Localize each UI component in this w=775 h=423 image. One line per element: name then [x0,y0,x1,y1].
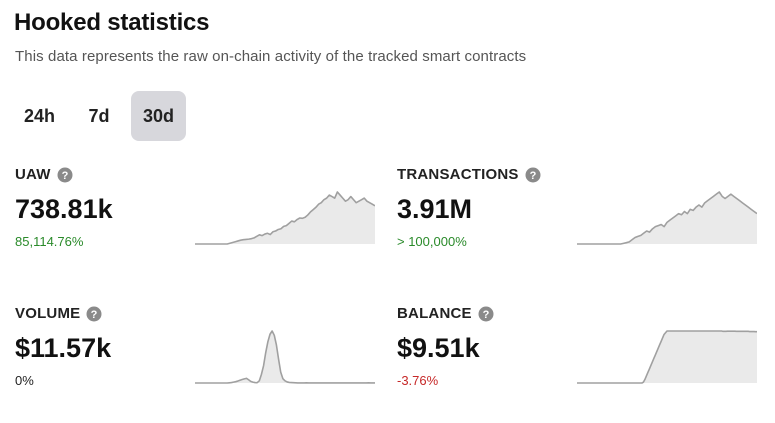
balance-sparkline [577,330,757,384]
metric-value: 3.91M [397,194,473,224]
uaw-sparkline [195,191,375,245]
tab-24h[interactable]: 24h [24,105,56,126]
metric-uaw: UAW ? 738.81k 85,114.76% [15,166,385,266]
help-icon[interactable]: ? [57,167,73,183]
sparkline-area [195,331,375,383]
svg-text:?: ? [529,170,536,182]
help-icon[interactable]: ? [525,167,541,183]
metric-balance: BALANCE ? $9.51k -3.76% [397,305,767,405]
help-icon[interactable]: ? [86,306,102,322]
metric-label: TRANSACTIONS [397,166,519,183]
volume-sparkline [195,330,375,384]
metric-volume: VOLUME ? $11.57k 0% [15,305,385,405]
metric-value: $9.51k [397,333,480,363]
svg-text:?: ? [482,309,489,321]
svg-text:?: ? [61,170,68,182]
metric-value: $11.57k [15,333,112,363]
transactions-sparkline [577,191,757,245]
sparkline-line [195,330,375,384]
tab-30d[interactable]: 30d [131,91,187,141]
svg-text:?: ? [91,309,98,321]
metric-change: 85,114.76% [15,234,84,249]
page-subtitle: This data represents the raw on-chain ac… [15,48,527,65]
metric-label: BALANCE [397,305,472,322]
page-title: Hooked statistics [14,9,210,36]
metric-change: > 100,000% [397,234,467,249]
sparkline-line [577,191,757,245]
metric-change: -3.76% [397,373,439,388]
metric-change: 0% [15,373,34,388]
sparkline-line [195,191,375,245]
metric-value: 738.81k [15,194,113,224]
metric-label: UAW [15,166,51,183]
sparkline-line [577,330,757,384]
time-range-tabs: 24h 7d 30d [12,91,187,141]
metric-transactions: TRANSACTIONS ? 3.91M > 100,000% [397,166,767,266]
tab-7d[interactable]: 7d [88,105,110,126]
help-icon[interactable]: ? [478,306,494,322]
metric-label: VOLUME [15,305,81,322]
sparkline-area [577,331,757,383]
sparkline-area [577,192,757,244]
sparkline-area [195,192,375,244]
